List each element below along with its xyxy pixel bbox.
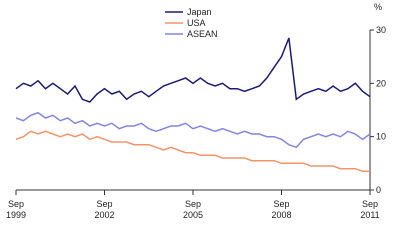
y-tick-label: 20 — [376, 78, 386, 88]
y-tick-label: 10 — [376, 132, 386, 142]
x-tick-label: Sep 1999 — [6, 199, 26, 220]
series-line — [15, 130, 370, 173]
series-line — [15, 37, 371, 103]
x-tick-label: Sep 2002 — [94, 199, 114, 220]
legend-label: Japan — [187, 7, 212, 17]
x-tick-label: Sep 2011 — [360, 199, 379, 220]
legend-label: ASEAN — [187, 29, 218, 39]
y-tick-label: 0 — [376, 185, 381, 195]
y-tick-label: 30 — [376, 25, 386, 35]
y-axis-label: % — [374, 2, 382, 12]
legend-label: USA — [187, 18, 206, 28]
chart: % 0 10 20 30 Sep 1999 Sep 2002 Sep 2005 Sep 2008 Sep… — [6, 2, 386, 220]
x-tick-label: Sep 2008 — [271, 199, 291, 220]
series-line — [15, 111, 371, 149]
x-tick-label: Sep 2005 — [183, 199, 203, 220]
